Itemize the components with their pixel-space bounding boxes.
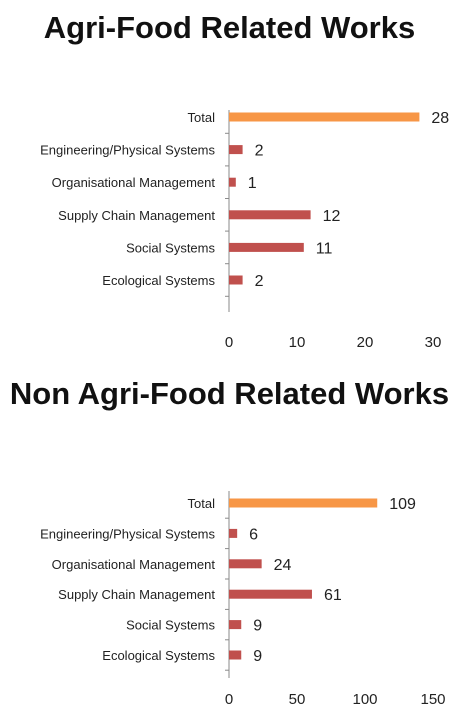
data-label: 12	[323, 208, 341, 225]
x-tick-label: 0	[225, 691, 233, 704]
category-label: Social Systems	[126, 618, 215, 633]
bar	[229, 528, 238, 538]
bar	[229, 650, 242, 660]
bar	[229, 210, 311, 220]
data-label: 9	[253, 618, 262, 635]
x-tick-label: 150	[420, 691, 445, 704]
x-tick-label: 10	[289, 334, 306, 351]
data-label: 61	[324, 587, 342, 604]
non-agri-food-bar-chart: Total 109 Engineering/Physical Systems 6 Org…	[40, 491, 446, 704]
data-label: 109	[389, 496, 416, 513]
data-label: 1	[248, 175, 257, 192]
bar	[229, 242, 304, 252]
non-agri-food-chart: Non Agri-Food Related Works Total 109 Engi…	[0, 368, 459, 704]
agri-food-chart: Agri-Food Related Works Total 28 Engineeri…	[40, 10, 449, 351]
chart-title: Non Agri-Food Related Works	[9, 376, 450, 411]
bar	[229, 620, 242, 630]
data-label: 28	[431, 110, 449, 127]
agri-food-bar-chart: Total 28 Engineering/Physical Systems 2 Orga…	[40, 110, 449, 351]
category-label: Supply Chain Management	[58, 208, 215, 223]
x-tick-label: 100	[352, 691, 377, 704]
bar	[229, 275, 243, 285]
bar	[229, 589, 312, 599]
bar	[229, 112, 420, 122]
data-label: 2	[255, 143, 264, 160]
data-label: 24	[274, 557, 292, 574]
category-label: Organisational Management	[52, 557, 216, 572]
bar	[229, 559, 262, 569]
data-label: 9	[253, 648, 262, 665]
data-label: 2	[255, 273, 264, 290]
category-label: Social Systems	[126, 240, 215, 255]
category-label: Organisational Management	[52, 175, 216, 190]
x-tick-label: 30	[425, 334, 442, 351]
x-tick-label: 0	[225, 334, 233, 351]
x-tick-label: 50	[289, 691, 306, 704]
category-label: Total	[188, 496, 216, 511]
category-label: Total	[188, 110, 216, 125]
category-label: Supply Chain Management	[58, 587, 215, 602]
category-label: Ecological Systems	[102, 273, 215, 288]
x-tick-label: 20	[357, 334, 374, 351]
category-label: Engineering/Physical Systems	[40, 143, 215, 158]
data-label: 11	[316, 240, 333, 257]
category-label: Engineering/Physical Systems	[40, 526, 215, 541]
bar	[229, 145, 243, 155]
bar	[229, 177, 236, 187]
data-label: 6	[249, 526, 258, 543]
bar	[229, 498, 378, 508]
category-label: Ecological Systems	[102, 648, 215, 663]
chart-title: Agri-Food Related Works	[43, 10, 416, 45]
